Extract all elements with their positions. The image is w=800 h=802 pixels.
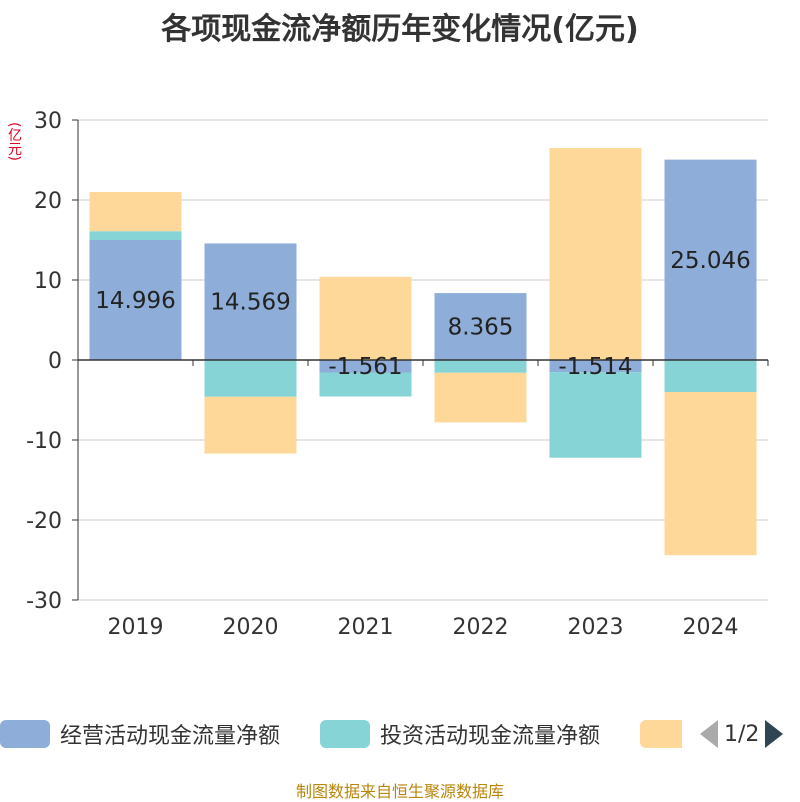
y-axis-unit-label: (亿元) [6, 122, 22, 161]
bar-value-label: -1.561 [328, 354, 402, 380]
x-tick-label: 2022 [453, 615, 509, 640]
y-tick-label: 20 [34, 189, 62, 214]
y-tick-label: 10 [34, 269, 62, 294]
y-tick-label: -20 [26, 509, 62, 534]
bar-value-label: 25.046 [670, 248, 750, 274]
y-tick-label: 30 [34, 109, 62, 134]
legend-swatch-investing [320, 720, 370, 748]
x-tick-label: 2023 [568, 615, 624, 640]
bar-investing [89, 231, 182, 241]
prev-page-icon[interactable] [700, 720, 718, 748]
bars [89, 148, 757, 556]
legend-label-investing: 投资活动现金流量净额 [380, 724, 601, 749]
bar-operating [89, 240, 182, 360]
data-source-note: 制图数据来自恒生聚源数据库 [295, 782, 504, 801]
legend-swatch-operating [0, 720, 50, 748]
y-tick-label: -30 [26, 589, 62, 614]
bar-value-label: 8.365 [448, 315, 514, 341]
legend-pager: 1/2 [700, 716, 800, 752]
bar-investing [204, 360, 297, 397]
bar-financing [664, 392, 757, 556]
bar-operating [434, 293, 527, 360]
bar-operating [204, 243, 297, 360]
bar-financing [434, 372, 527, 423]
bar-financing [319, 276, 412, 360]
axes: 30 20 10 0 -10 -20 -30 2019 2020 2021 2022 2023 2024 [26, 109, 769, 640]
legend-page-indicator: 1/2 [724, 721, 760, 747]
legend-label-operating: 经营活动现金流量净额 [60, 724, 281, 749]
x-tick-label: 2020 [223, 615, 279, 640]
bar-operating [319, 360, 412, 373]
bar-value-label: 14.996 [95, 288, 175, 314]
legend-swatch-financing [640, 720, 682, 748]
y-tick-label: -10 [26, 429, 62, 454]
x-tick-label: 2024 [683, 615, 739, 640]
bar-investing [549, 372, 642, 458]
legend-item-operating[interactable]: 经营活动现金流量净额 [0, 716, 280, 752]
legend-item-financing[interactable] [640, 716, 682, 752]
bar-operating [549, 360, 642, 373]
bar-value-label: 14.569 [210, 290, 290, 316]
bar-investing [664, 360, 757, 392]
value-labels: 14.996 14.569 -1.561 8.365 -1.514 25.046 [95, 248, 750, 380]
y-tick-label: 0 [48, 349, 62, 374]
bar-investing [319, 372, 412, 397]
legend-item-investing[interactable]: 投资活动现金流量净额 [320, 716, 600, 752]
chart-title: 各项现金流净额历年变化情况(亿元) [161, 12, 639, 47]
next-page-icon[interactable] [765, 720, 784, 748]
x-tick-label: 2021 [338, 615, 394, 640]
x-tick-label: 2019 [108, 615, 164, 640]
bar-operating [664, 159, 757, 360]
bar-investing [434, 360, 527, 373]
bar-financing [549, 148, 642, 360]
bar-financing [204, 396, 297, 454]
bar-value-label: -1.514 [558, 354, 632, 380]
bar-financing [89, 192, 182, 232]
